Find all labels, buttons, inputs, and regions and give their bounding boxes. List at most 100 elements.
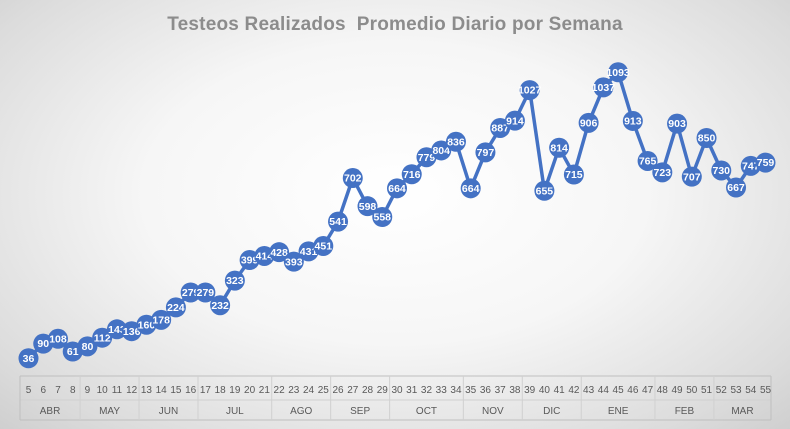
x-tick-label: 44 [598,385,610,396]
data-label: 814 [550,142,568,154]
data-label: 36 [23,353,35,365]
data-label: 1027 [518,85,542,97]
x-tick-label: 18 [215,385,227,396]
month-label: DIC [543,406,560,417]
x-tick-label: 10 [97,385,109,396]
month-label: NOV [482,406,504,417]
data-label: 836 [447,136,465,148]
month-label: ENE [608,406,629,417]
data-label: 797 [477,147,495,159]
x-tick-label: 42 [568,385,580,396]
x-tick-label: 34 [450,385,462,396]
x-tick-label: 7 [55,385,61,396]
x-tick-label: 25 [318,385,330,396]
x-tick-label: 15 [170,385,182,396]
data-label: 664 [388,183,406,195]
data-label: 730 [713,165,731,177]
data-point [224,270,245,291]
data-label: 232 [211,300,229,312]
data-point [667,113,688,134]
data-point [283,251,304,272]
data-point [622,110,643,131]
chart-title: Testeos Realizados Promedio Diario por S… [167,14,623,35]
x-tick-label: 55 [760,385,772,396]
x-tick-label: 28 [362,385,374,396]
data-point [519,80,540,101]
data-label: 224 [167,302,185,314]
data-label: 414 [256,251,274,263]
x-tick-label: 29 [377,385,389,396]
x-tick-label: 9 [85,385,91,396]
data-label: 279 [197,287,215,299]
x-tick-label: 39 [524,385,536,396]
data-label: 323 [226,275,244,287]
data-point [696,127,717,148]
x-tick-label: 52 [716,385,728,396]
data-label: 715 [565,169,583,181]
data-label: 655 [536,185,554,197]
x-tick-label: 8 [70,385,76,396]
x-tick-label: 6 [40,385,46,396]
x-tick-label: 27 [347,385,359,396]
data-label: 108 [49,333,67,345]
data-point [445,131,466,152]
data-label: 598 [359,201,377,213]
data-point [711,160,732,181]
x-tick-label: 47 [642,385,654,396]
data-label: 136 [123,326,141,338]
month-label: OCT [416,406,437,417]
x-tick-label: 19 [229,385,241,396]
data-label: 723 [654,167,672,179]
data-label: 431 [300,246,318,258]
data-point [431,140,452,161]
data-point [755,152,776,173]
data-label: 913 [624,116,642,128]
data-label: 451 [315,241,333,253]
x-tick-label: 46 [627,385,639,396]
data-label: 903 [668,118,686,130]
data-point [475,142,496,163]
data-point [534,180,555,201]
month-label: ABR [40,406,61,417]
data-point [652,162,673,183]
x-tick-label: 41 [554,385,566,396]
x-tick-label: 45 [613,385,625,396]
data-point [328,211,349,232]
data-label: 541 [329,216,347,228]
data-label: 279 [182,287,200,299]
x-tick-label: 49 [671,385,683,396]
x-tick-label: 40 [539,385,551,396]
data-label: 906 [580,117,598,129]
data-point [357,196,378,217]
data-point [637,150,658,171]
data-label: 804 [432,145,450,157]
month-label: MAY [99,406,120,417]
data-label: 707 [683,171,701,183]
data-point [549,137,570,158]
x-tick-label: 48 [657,385,669,396]
data-point [92,327,113,348]
data-point [180,282,201,303]
month-label: AGO [290,406,312,417]
data-point [563,164,584,185]
data-label: 716 [403,169,421,181]
data-point [195,282,216,303]
x-tick-label: 36 [480,385,492,396]
x-tick-label: 35 [465,385,477,396]
x-tick-label: 37 [495,385,507,396]
data-point [726,177,747,198]
x-tick-label: 30 [391,385,403,396]
month-label: FEB [675,406,695,417]
data-point [269,242,290,263]
data-label: 112 [94,332,111,344]
data-label: 1093 [606,67,630,79]
x-tick-label: 51 [701,385,713,396]
data-label: 558 [373,212,391,224]
data-point [578,112,599,133]
x-tick-label: 50 [686,385,698,396]
data-point [106,319,127,340]
month-label: JUN [159,406,178,417]
data-point [504,110,525,131]
data-point [165,297,186,318]
